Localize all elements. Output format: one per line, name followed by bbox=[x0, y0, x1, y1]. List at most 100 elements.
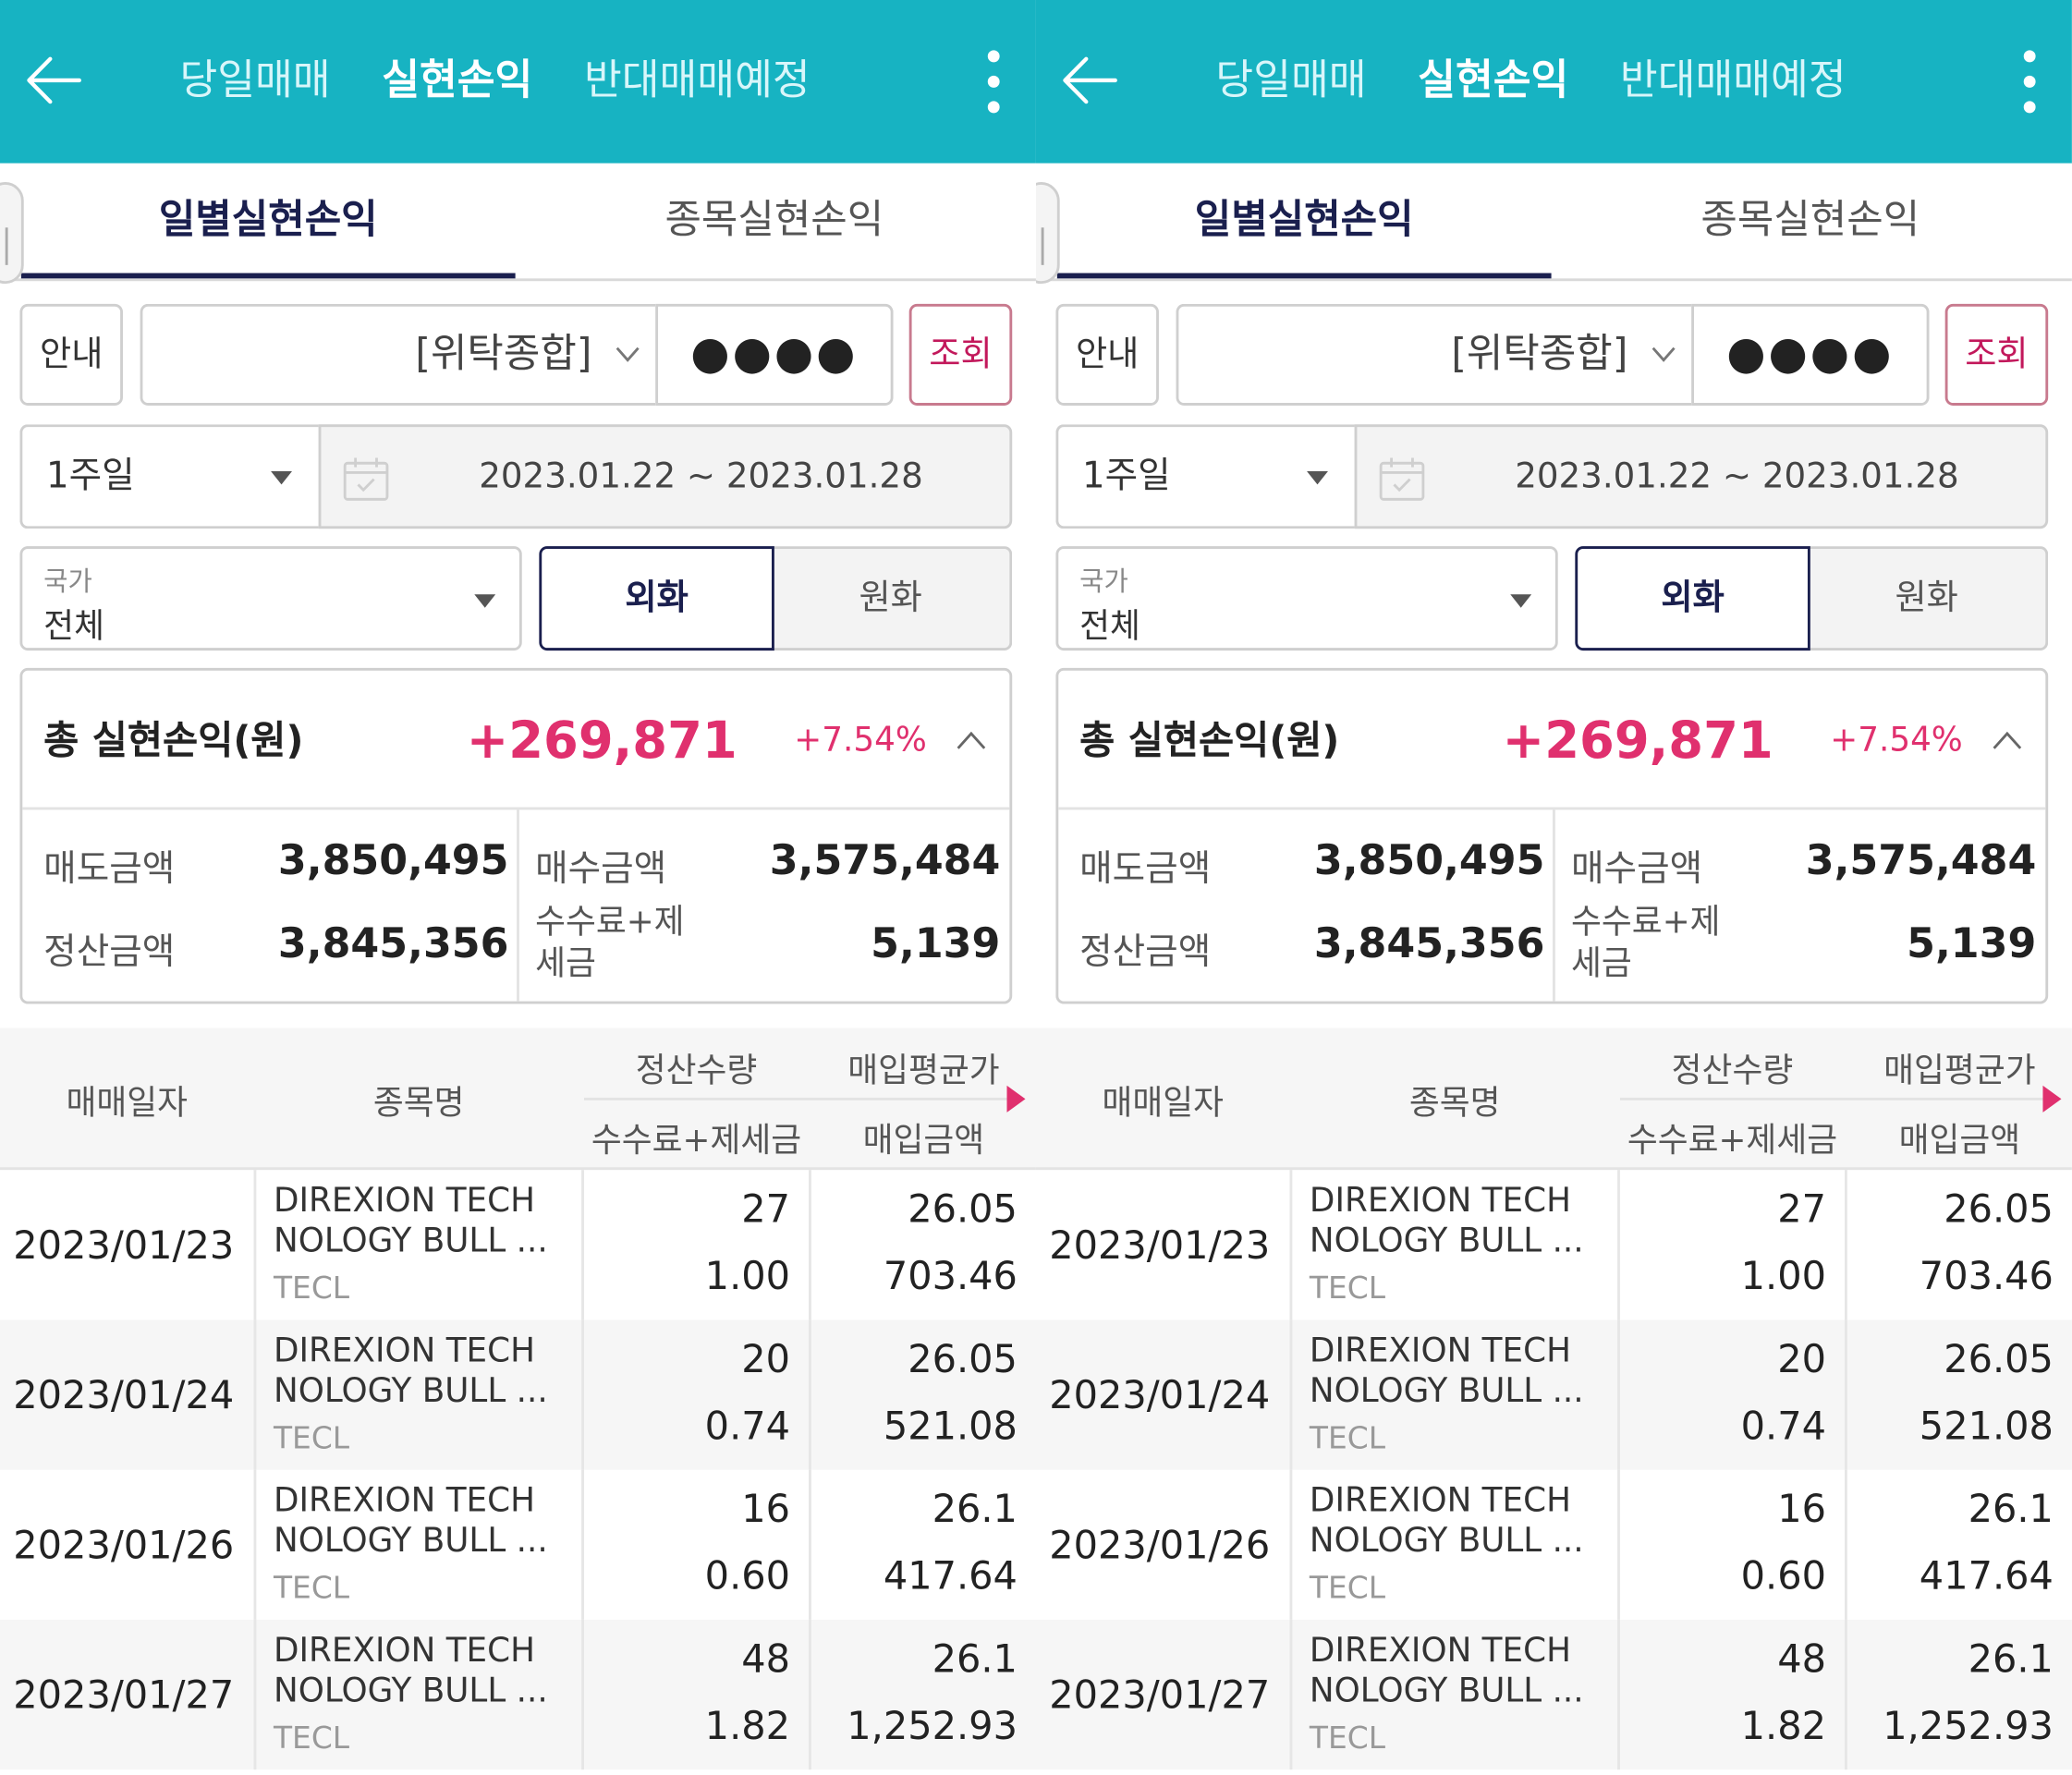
summary-header[interactable]: 총 실현손익(원) +269,871 +7.54% bbox=[1058, 671, 2046, 810]
table-header: 매매일자 종목명 정산수량 수수료+제세금 매입평균가 매입금액 bbox=[1035, 1027, 2072, 1171]
account-select[interactable]: [위탁종합] bbox=[140, 303, 656, 406]
currency-krw-button[interactable]: 원화 bbox=[772, 546, 1013, 651]
tab-forced-liquidation[interactable]: 반대매매예정 bbox=[583, 55, 811, 104]
column-divider bbox=[1845, 1469, 1847, 1620]
chevron-up-icon[interactable] bbox=[956, 730, 987, 751]
table-row[interactable]: 2023/01/26 DIREXION TECH NOLOGY BULL ...… bbox=[1036, 1469, 2072, 1620]
fee-tax: 1.82 bbox=[1740, 1702, 1826, 1749]
guide-button[interactable]: 안내 bbox=[19, 303, 123, 406]
kebab-menu-icon[interactable] bbox=[2011, 48, 2048, 115]
tab-forced-liquidation[interactable]: 반대매매예정 bbox=[1619, 55, 1847, 104]
query-button[interactable]: 조회 bbox=[1944, 303, 2049, 406]
account-select[interactable]: [위탁종합] bbox=[1176, 303, 1692, 406]
tab-same-day-trading[interactable]: 당일매매 bbox=[1215, 55, 1367, 104]
table-row[interactable]: 2023/01/24 DIREXION TECH NOLOGY BULL ...… bbox=[0, 1319, 1036, 1470]
settled-qty: 27 bbox=[1777, 1185, 1826, 1232]
column-divider bbox=[253, 1170, 257, 1320]
left-panel: 당일매매 실현손익 반대매매예정 일별실현손익 종목실현손익 안내 [위탁종합]… bbox=[0, 0, 1036, 1770]
table-row[interactable]: 2023/01/23 DIREXION TECH NOLOGY BULL ...… bbox=[1036, 1170, 2072, 1320]
arrow-left-icon[interactable] bbox=[1057, 48, 1121, 113]
currency-fx-button[interactable]: 외화 bbox=[539, 546, 774, 651]
stock-ticker: TECL bbox=[1309, 1571, 1386, 1607]
calendar-icon[interactable] bbox=[1378, 456, 1425, 502]
query-button[interactable]: 조회 bbox=[908, 303, 1013, 406]
chevron-up-icon[interactable] bbox=[1992, 730, 2023, 751]
app-header: 당일매매 실현손익 반대매매예정 bbox=[0, 0, 1036, 164]
date-range-text: 2023.01.22 ~ 2023.01.28 bbox=[1515, 456, 1959, 497]
table-header: 매매일자 종목명 정산수량 수수료+제세금 매입평균가 매입금액 bbox=[0, 1027, 1036, 1171]
subtab-by-stock-realized[interactable]: 종목실현손익 bbox=[664, 196, 884, 244]
right-panel: 당일매매 실현손익 반대매매예정 일별실현손익 종목실현손익 안내 [위탁종합]… bbox=[1035, 0, 2072, 1775]
column-divider bbox=[809, 1469, 811, 1620]
country-label: 국가 bbox=[1079, 565, 1128, 598]
calendar-icon[interactable] bbox=[342, 456, 389, 502]
kebab-menu-icon[interactable] bbox=[975, 48, 1012, 115]
trade-date: 2023/01/27 bbox=[13, 1672, 235, 1718]
subtab-bar: 일별실현손익 종목실현손익 bbox=[0, 163, 1036, 282]
period-value: 1주일 bbox=[1082, 455, 1171, 497]
summary-header[interactable]: 총 실현손익(원) +269,871 +7.54% bbox=[22, 671, 1010, 810]
stock-name-line2: NOLOGY BULL ... bbox=[273, 1370, 548, 1410]
period-value: 1주일 bbox=[46, 455, 135, 497]
side-drawer-handle[interactable] bbox=[1035, 182, 1060, 285]
date-range-field[interactable]: 2023.01.22 ~ 2023.01.28 bbox=[1354, 424, 2049, 529]
sell-amount-label: 매도금액 bbox=[1079, 848, 1212, 891]
stock-name-line1: DIREXION TECH bbox=[273, 1331, 535, 1370]
currency-krw-button[interactable]: 원화 bbox=[1807, 546, 2049, 651]
header-buy-amount: 매입금액 bbox=[862, 1120, 985, 1160]
period-select[interactable]: 1주일 bbox=[19, 424, 319, 529]
stock-name-line2: NOLOGY BULL ... bbox=[1309, 1520, 1584, 1560]
subtab-daily-realized[interactable]: 일별실현손익 bbox=[158, 196, 378, 244]
header-stock-name: 종목명 bbox=[372, 1082, 465, 1123]
country-select[interactable]: 국가 전체 bbox=[19, 546, 522, 651]
total-return-rate: +7.54% bbox=[1830, 720, 1963, 760]
caret-down-icon bbox=[271, 470, 292, 485]
fee-tax-label-line1: 수수료+제 bbox=[1571, 902, 1721, 942]
period-select[interactable]: 1주일 bbox=[1055, 424, 1355, 529]
column-divider bbox=[1617, 1319, 1620, 1470]
caret-down-icon bbox=[474, 594, 496, 608]
guide-button[interactable]: 안내 bbox=[1055, 303, 1159, 406]
total-realized-pnl: +269,871 bbox=[466, 711, 737, 771]
table-row[interactable]: 2023/01/27 DIREXION TECH NOLOGY BULL ...… bbox=[0, 1619, 1036, 1770]
tab-same-day-trading[interactable]: 당일매매 bbox=[179, 55, 331, 104]
settlement-amount-value: 3,845,356 bbox=[1313, 919, 1545, 968]
stock-name-line2: NOLOGY BULL ... bbox=[1309, 1670, 1584, 1709]
side-drawer-handle[interactable] bbox=[0, 182, 24, 285]
password-field[interactable]: ●●●● bbox=[1691, 303, 1930, 406]
account-value: [위탁종합] bbox=[415, 330, 592, 378]
scroll-right-arrow-icon[interactable] bbox=[2042, 1085, 2062, 1112]
caret-down-icon bbox=[1510, 594, 1532, 608]
country-select[interactable]: 국가 전체 bbox=[1055, 546, 1558, 651]
date-range-field[interactable]: 2023.01.22 ~ 2023.01.28 bbox=[318, 424, 1013, 529]
stock-name-line2: NOLOGY BULL ... bbox=[1309, 1221, 1584, 1260]
sell-amount-value: 3,850,495 bbox=[277, 836, 509, 885]
tab-realized-pnl[interactable]: 실현손익 bbox=[382, 55, 533, 104]
fee-tax: 1.00 bbox=[1740, 1252, 1826, 1299]
fee-tax: 1.82 bbox=[704, 1702, 791, 1749]
stock-name-line1: DIREXION TECH bbox=[273, 1180, 535, 1220]
trade-date: 2023/01/23 bbox=[13, 1222, 235, 1268]
stock-name: DIREXION TECH NOLOGY BULL ... bbox=[1310, 1631, 1584, 1711]
column-divider bbox=[1617, 1619, 1620, 1770]
currency-fx-button[interactable]: 외화 bbox=[1575, 546, 1810, 651]
buy-amount: 703.46 bbox=[1919, 1252, 2054, 1299]
country-value: 전체 bbox=[43, 606, 104, 646]
scroll-right-arrow-icon[interactable] bbox=[1006, 1085, 1026, 1112]
password-field[interactable]: ●●●● bbox=[655, 303, 894, 406]
column-divider bbox=[1289, 1319, 1293, 1470]
subtab-daily-realized[interactable]: 일별실현손익 bbox=[1194, 196, 1414, 244]
settlement-amount-label: 정산금액 bbox=[43, 931, 176, 974]
column-divider bbox=[253, 1469, 257, 1620]
arrow-left-icon[interactable] bbox=[21, 48, 85, 113]
column-divider bbox=[581, 1619, 584, 1770]
table-row[interactable]: 2023/01/24 DIREXION TECH NOLOGY BULL ...… bbox=[1035, 1319, 2072, 1470]
tab-realized-pnl[interactable]: 실현손익 bbox=[1418, 55, 1569, 104]
table-row[interactable]: 2023/01/23 DIREXION TECH NOLOGY BULL ...… bbox=[0, 1170, 1036, 1320]
sell-amount-value: 3,850,495 bbox=[1313, 836, 1545, 885]
table-row[interactable]: 2023/01/26 DIREXION TECH NOLOGY BULL ...… bbox=[0, 1469, 1036, 1620]
table-row[interactable]: 2023/01/27 DIREXION TECH NOLOGY BULL ...… bbox=[1035, 1619, 2072, 1770]
header-fee-tax: 수수료+제세금 bbox=[1627, 1120, 1838, 1160]
fee-tax: 0.60 bbox=[704, 1552, 791, 1599]
subtab-by-stock-realized[interactable]: 종목실현손익 bbox=[1700, 196, 1920, 244]
